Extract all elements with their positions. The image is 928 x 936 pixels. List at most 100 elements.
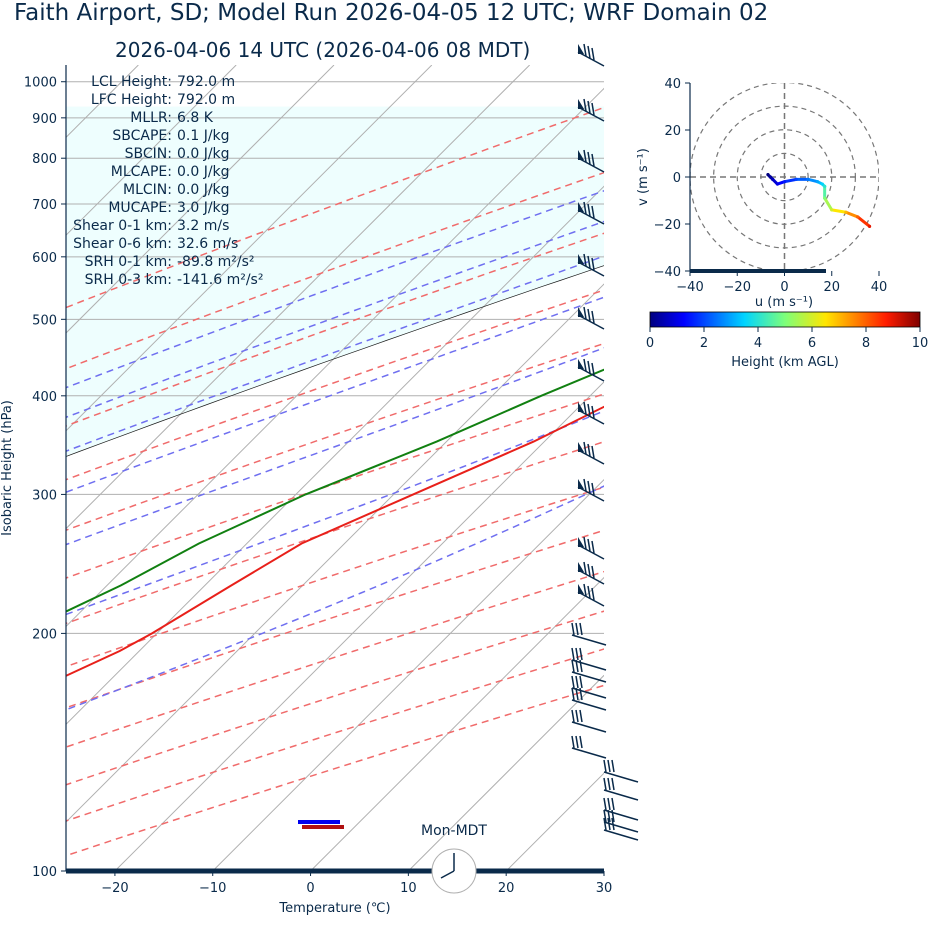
hodograph-point	[844, 210, 848, 214]
isotherm-line	[66, 65, 433, 432]
stat-value: -89.8 m²/s²	[177, 254, 255, 270]
isotherm-line	[114, 381, 604, 871]
wind-barb	[577, 43, 605, 67]
stat-value: 32.6 m/s	[177, 236, 238, 252]
stat-label: LFC Height:	[91, 92, 172, 108]
chart-subtitle: 2026-04-06 14 UTC (2026-04-06 08 MDT)	[115, 38, 531, 62]
hodograph-point	[856, 215, 860, 219]
hodograph-point	[867, 224, 872, 228]
hodograph-segment	[856, 215, 872, 228]
colorbar-label: Height (km AGL)	[731, 355, 839, 370]
stat-label: MLLR:	[130, 110, 172, 126]
colorbar-tick: 8	[862, 336, 870, 351]
wind-barb	[571, 735, 607, 759]
hodo-x-tick: 40	[871, 280, 888, 295]
hodograph-segment	[844, 210, 860, 219]
x-tick-label: −10	[199, 881, 226, 896]
isotherm-line	[603, 870, 604, 871]
hodo-y-tick: −20	[654, 218, 681, 233]
wind-barb	[577, 253, 605, 277]
wind-barb	[577, 401, 605, 425]
y-tick-label: 400	[32, 390, 57, 405]
wind-barb	[577, 98, 605, 122]
wind-barb	[571, 622, 607, 646]
y-axis-label: Isobaric Height (hPa)	[0, 400, 15, 536]
mixing-ratio-line	[778, 65, 928, 257]
hodograph-segment	[830, 208, 848, 214]
stat-label: MUCAPE:	[108, 200, 172, 216]
hodo-y-label: v (m s⁻¹)	[636, 148, 651, 206]
wind-barb	[577, 358, 605, 382]
isotherm-line	[310, 576, 604, 871]
colorbar-bar	[649, 311, 921, 328]
wind-barb	[571, 687, 607, 711]
stat-value: -141.6 m²/s²	[177, 272, 263, 288]
x-tick-label: −20	[101, 881, 128, 896]
y-tick-label: 700	[32, 198, 57, 213]
stat-label: SBCAPE:	[112, 128, 172, 144]
y-tick-label: 1000	[24, 76, 57, 91]
stat-label: Shear 0-6 km:	[73, 236, 172, 252]
isotherm-line	[66, 65, 237, 236]
stat-label: Shear 0-1 km:	[73, 218, 172, 234]
hodo-x-label: u (m s⁻¹)	[755, 295, 813, 310]
stat-value: 3.2 m/s	[177, 218, 229, 234]
isotherm-line	[702, 65, 928, 871]
hodograph-point	[815, 180, 820, 184]
moist-adiabat	[66, 255, 604, 452]
isotherm-line	[408, 674, 604, 871]
stat-value: 3.0 J/kg	[177, 200, 230, 216]
hodograph-point	[823, 196, 827, 200]
clock-label: Mon-MDT	[421, 823, 487, 839]
stat-label: MLCAPE:	[111, 164, 172, 180]
colorbar-tick: 6	[808, 336, 816, 351]
moist-adiabat	[66, 190, 604, 389]
colorbar-tick: 10	[912, 336, 928, 351]
wind-barb	[571, 709, 607, 733]
parcel-path	[66, 265, 604, 457]
wind-barb	[603, 777, 639, 801]
wind-barb	[577, 583, 605, 607]
stat-value: 6.8 K	[177, 110, 214, 126]
isotherm-line	[66, 185, 604, 725]
skewt-grid	[66, 65, 928, 871]
skewt-axes: 100 200 300 400 500 600 700 800 900 1000 −20 −10 0 10…	[0, 65, 612, 916]
wind-barb	[577, 149, 605, 173]
dry-adiabat	[66, 106, 604, 309]
hodograph-point	[823, 184, 827, 188]
sounding-stats: LCL Height: 792.0 m LFC Height: 792.0 m MLLR…	[73, 74, 263, 288]
wind-barb	[577, 201, 605, 225]
stat-label: SRH 0-3 km:	[85, 272, 172, 288]
dry-adiabat	[66, 393, 604, 579]
y-tick-label: 800	[32, 152, 57, 167]
mixing-ratio-line	[864, 65, 928, 257]
dry-adiabat	[66, 232, 604, 427]
y-tick-label: 600	[32, 251, 57, 266]
stat-value: 792.0 m	[177, 74, 235, 90]
mixing-ratio-line	[699, 65, 928, 257]
cape-fill	[66, 65, 604, 457]
stat-label: LCL Height:	[91, 74, 172, 90]
chart-title: Faith Airport, SD; Model Run 2026-04-05 …	[14, 0, 769, 26]
stat-value: 0.0 J/kg	[177, 146, 230, 162]
wind-barb	[577, 478, 605, 502]
wind-barb	[571, 647, 607, 671]
x-tick-label: 0	[306, 881, 314, 896]
cape-fill-layer	[66, 65, 604, 457]
y-tick-label: 300	[32, 488, 57, 503]
hodo-x-tick: −20	[724, 280, 751, 295]
isotherm-line	[66, 65, 530, 530]
colorbar-tick: 2	[700, 336, 708, 351]
wind-barb	[577, 561, 605, 585]
hodograph-point	[806, 177, 810, 181]
stat-label: MLCIN:	[123, 182, 172, 198]
height-colorbar: 0 2 4 6 8 10 Height (km AGL)	[646, 311, 928, 370]
x-tick-label: 20	[498, 881, 515, 896]
hodograph-segment	[806, 177, 820, 184]
wind-barb	[577, 441, 605, 465]
wind-barb	[577, 536, 605, 560]
wind-barb	[571, 659, 607, 683]
hodograph-point	[766, 173, 770, 177]
colorbar-tick: 0	[646, 336, 654, 351]
